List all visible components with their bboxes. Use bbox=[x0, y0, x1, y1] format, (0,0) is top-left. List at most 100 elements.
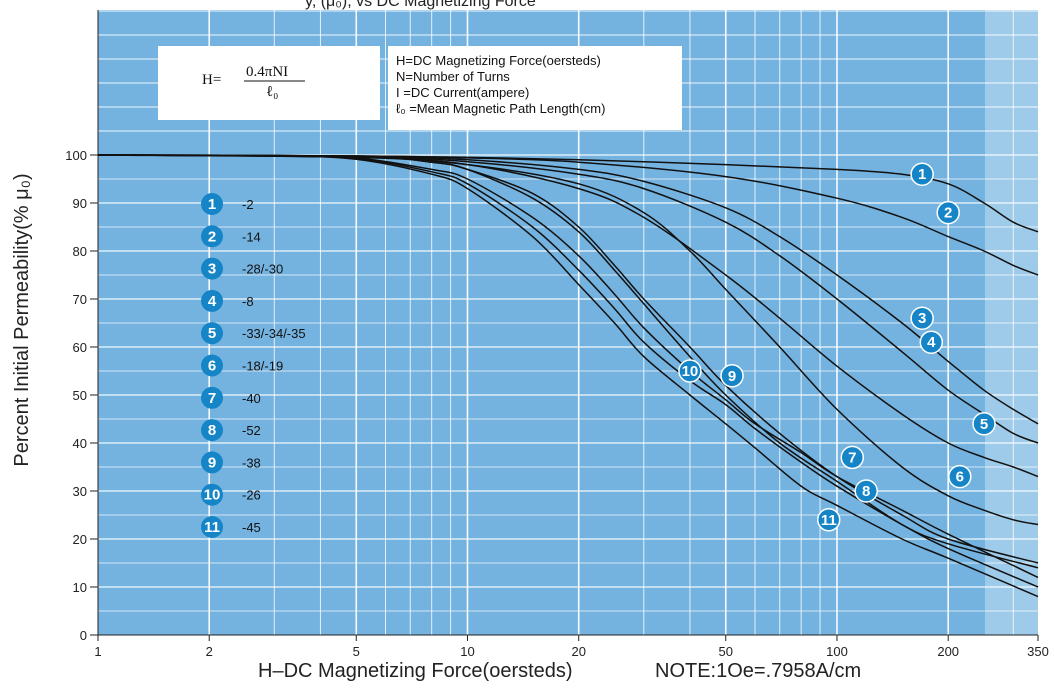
legend-item-5: 5 -33/-34/-35 bbox=[201, 322, 306, 345]
curve-badge-number: 2 bbox=[944, 205, 952, 222]
legend-label: -26 bbox=[242, 488, 261, 503]
formula-numerator: 0.4πNI bbox=[246, 64, 288, 80]
curve-badge-9: 9 bbox=[720, 364, 744, 388]
legend-item-6: 6 -18/-19 bbox=[201, 354, 283, 377]
formula-denominator: ℓ₀ bbox=[266, 84, 278, 100]
legend-badge-number: 5 bbox=[208, 325, 216, 342]
curve-8 bbox=[97, 154, 1039, 569]
legend-badge bbox=[201, 193, 223, 215]
y-axis-title: Percent Initial Permeability(% μ₀) bbox=[11, 173, 33, 466]
x-tick-label: 200 bbox=[937, 644, 959, 659]
legend-badge bbox=[201, 354, 223, 377]
formula-lhs: H= bbox=[202, 72, 221, 88]
legend-label: -8 bbox=[242, 294, 254, 309]
legend-badge bbox=[201, 516, 223, 538]
y-tick-label: 70 bbox=[73, 292, 87, 307]
curve-badge-8: 8 bbox=[854, 479, 878, 503]
curve-badge-2: 2 bbox=[936, 200, 960, 225]
x-axis-title: H–DC Magnetizing Force(oersteds) bbox=[258, 660, 573, 682]
curve-badge-circle bbox=[919, 330, 944, 354]
y-tick-label: 40 bbox=[73, 436, 87, 451]
curve-badge-number: 5 bbox=[980, 416, 988, 433]
curve-badge-circle bbox=[948, 464, 972, 489]
legend-item-2: 2 -14 bbox=[201, 225, 261, 248]
legend-label: -52 bbox=[242, 423, 261, 438]
right-light-band bbox=[985, 10, 1038, 635]
curve-badge-circle bbox=[972, 412, 996, 436]
curve-badge-number: 3 bbox=[918, 310, 926, 327]
x-tick-label: 50 bbox=[719, 644, 733, 659]
y-tick-label: 10 bbox=[73, 580, 87, 595]
curve-badge-1: 1 bbox=[910, 162, 934, 186]
legend-badge bbox=[201, 419, 223, 442]
curve-badge-circle bbox=[816, 508, 841, 532]
curve-badge-number: 1 bbox=[918, 166, 926, 183]
curve-badge-number: 8 bbox=[862, 483, 870, 500]
definition-n: N=Number of Turns bbox=[396, 69, 510, 84]
legend-label: -40 bbox=[242, 391, 261, 406]
legend-badge-number: 3 bbox=[208, 261, 216, 278]
curve-3 bbox=[97, 154, 1039, 425]
top-partial-title: y, (μ₀), vs DC Magnetizing Force bbox=[305, 0, 536, 10]
curve-badge-4: 4 bbox=[919, 330, 944, 354]
x-tick-label: 100 bbox=[826, 644, 848, 659]
legend-label: -38 bbox=[242, 455, 261, 470]
curve-badge-number: 6 bbox=[956, 469, 964, 486]
legend-badge-number: 11 bbox=[204, 519, 220, 536]
legend-item-11: 11 -45 bbox=[201, 516, 261, 538]
legend-label: -33/-34/-35 bbox=[242, 326, 306, 341]
curve-badge-number: 4 bbox=[927, 334, 936, 351]
legend-label: -28/-30 bbox=[242, 262, 283, 277]
legend-badge bbox=[201, 257, 223, 280]
curve-11 bbox=[97, 154, 1039, 598]
curve-badge-circle bbox=[910, 162, 934, 186]
legend-badge bbox=[201, 386, 223, 409]
legend-label: -14 bbox=[242, 229, 261, 244]
legend-label: -18/-19 bbox=[242, 359, 283, 374]
curve-badge-3: 3 bbox=[910, 306, 934, 330]
legend-item-10: 10 -26 bbox=[201, 483, 261, 506]
x-tick-label: 350 bbox=[1027, 644, 1049, 659]
y-tick-label: 90 bbox=[73, 196, 87, 211]
curve-badge-10: 10 bbox=[678, 359, 702, 383]
legend-item-1: 1 -2 bbox=[201, 193, 254, 215]
curve-badge-7: 7 bbox=[840, 445, 865, 470]
curve-badge-number: 10 bbox=[682, 363, 699, 380]
definitions-box: H=DC Magnetizing Force(oersteds) N=Numbe… bbox=[388, 46, 682, 130]
legend-badge-number: 10 bbox=[204, 487, 221, 504]
y-tick-label: 30 bbox=[73, 484, 87, 499]
legend-badge-number: 1 bbox=[208, 196, 216, 213]
curve-badge-circle bbox=[910, 306, 934, 330]
curve-badge-circle bbox=[936, 200, 960, 225]
curve-badge-number: 7 bbox=[848, 449, 856, 466]
y-tick-label: 0 bbox=[80, 628, 87, 643]
legend-badge bbox=[201, 451, 223, 474]
legend-item-3: 3 -28/-30 bbox=[201, 257, 283, 280]
curve-4 bbox=[97, 154, 1039, 444]
legend-badge bbox=[201, 322, 223, 345]
legend-badge bbox=[201, 225, 223, 248]
curve-badge-circle bbox=[720, 364, 744, 388]
legend-badge-number: 4 bbox=[208, 293, 217, 310]
definition-l: ℓ₀ =Mean Magnetic Path Length(cm) bbox=[396, 101, 605, 116]
legend: 1 -2 2 -14 3 -28/-30 4 -8 5 -33/-34/-35 6 -18/-19 7 -… bbox=[201, 193, 306, 538]
legend-badge-number: 9 bbox=[208, 454, 216, 471]
definition-h: H=DC Magnetizing Force(oersteds) bbox=[396, 53, 601, 68]
legend-badge bbox=[201, 483, 223, 506]
x-axis-note: NOTE:1Oe=.7958A/cm bbox=[655, 660, 861, 682]
x-tick-label: 1 bbox=[94, 644, 101, 659]
legend-label: -2 bbox=[242, 197, 254, 212]
definition-i: I =DC Current(ampere) bbox=[396, 85, 529, 100]
y-tick-label: 80 bbox=[73, 244, 87, 259]
curve-badge-number: 9 bbox=[728, 368, 736, 385]
legend-item-4: 4 -8 bbox=[201, 289, 254, 312]
curve-badge-circle bbox=[678, 359, 702, 383]
legend-badge-number: 8 bbox=[208, 422, 216, 439]
legend-badge bbox=[201, 289, 223, 312]
curve-badge-number: 11 bbox=[821, 512, 837, 529]
y-tick-label: 50 bbox=[73, 388, 87, 403]
x-tick-label: 2 bbox=[206, 644, 213, 659]
curve-badge-circle bbox=[840, 445, 865, 470]
